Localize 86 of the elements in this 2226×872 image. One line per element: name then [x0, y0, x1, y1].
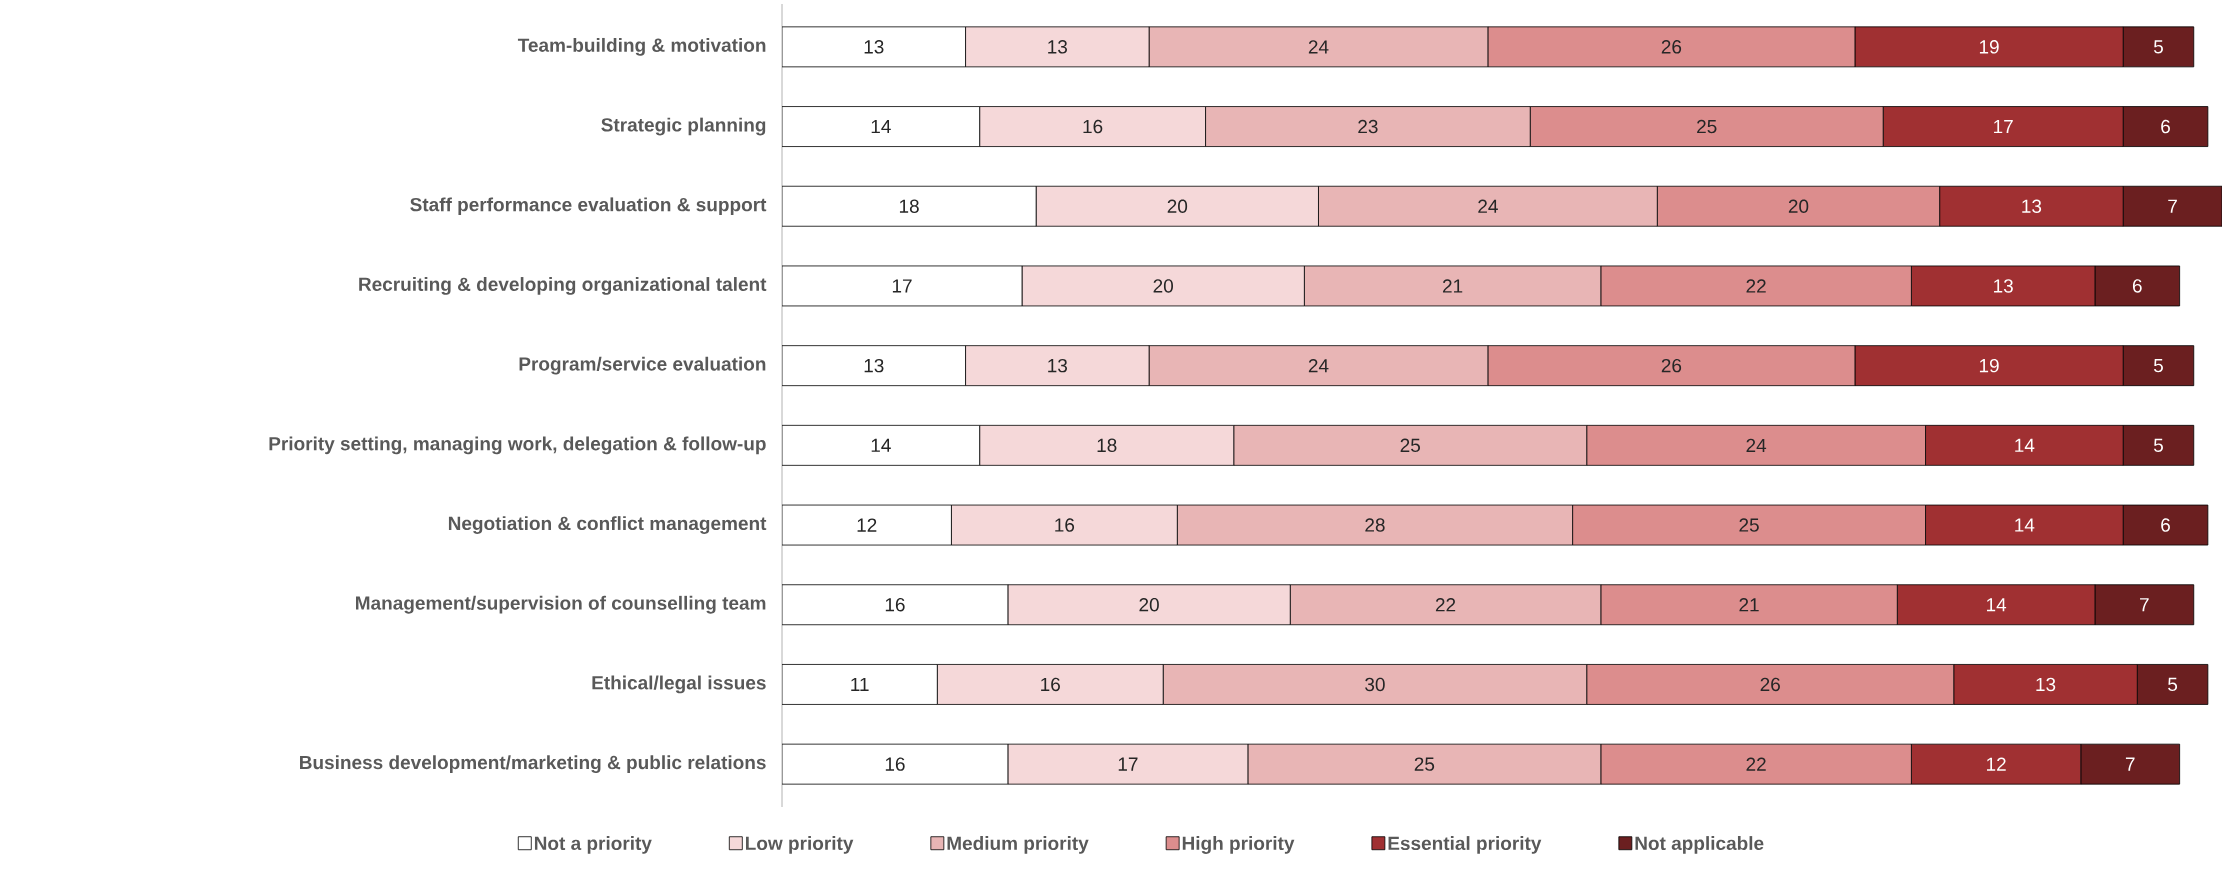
data-label: 24 [1308, 359, 1329, 373]
data-label: 16 [885, 598, 905, 612]
bar [2094, 265, 2181, 307]
data-label: 18 [899, 199, 919, 213]
data-label: 16 [885, 757, 905, 771]
data-label: 20 [1139, 598, 1159, 612]
data-label: 13 [864, 358, 884, 373]
data-label: 26 [1760, 677, 1780, 692]
bar [2094, 584, 2195, 626]
bar [2122, 345, 2195, 387]
legend-label: Low priority [745, 836, 854, 854]
legend-label: High priority [1182, 836, 1295, 854]
data-label: 25 [1697, 119, 1717, 134]
legend-label: Essential priority [1388, 836, 1542, 854]
legend-label: Not applicable [1635, 836, 1764, 854]
data-label: 25 [1400, 438, 1421, 453]
bar [2122, 504, 2209, 546]
data-label: 13 [1994, 279, 2013, 293]
data-label: 24 [1478, 199, 1498, 213]
y-tick-label: Priority setting, managing work, delegation & follow-up [269, 436, 766, 455]
y-tick-label: Ethical/legal issues [592, 675, 766, 694]
data-label: 14 [871, 438, 891, 452]
data-label: 18 [1097, 438, 1117, 453]
data-label: 13 [1048, 358, 1068, 373]
y-tick-label: Team-building & motivation [517, 37, 766, 56]
data-label: 30 [1365, 677, 1385, 692]
data-label: 26 [1661, 358, 1682, 373]
data-label: 6 [2132, 279, 2142, 293]
data-label: 19 [1979, 358, 1999, 373]
data-label: 20 [1167, 199, 1188, 213]
y-tick-label: Strategic planning [601, 117, 766, 136]
data-label: 14 [2015, 438, 2035, 452]
data-label: 13 [1048, 40, 1068, 54]
data-label: 16 [1083, 119, 1103, 134]
bar [2080, 743, 2181, 785]
data-label: 24 [1308, 40, 1329, 54]
y-tick-label: Business development/marketing & public relations [300, 755, 766, 774]
legend-label: Medium priority [947, 836, 1089, 854]
data-label: 20 [1153, 279, 1173, 293]
data-label: 14 [871, 120, 891, 134]
y-tick-label: Recruiting & developing organizational talent [359, 277, 767, 295]
bar [2122, 106, 2209, 147]
data-label: 6 [2161, 518, 2170, 532]
data-label: 5 [2153, 359, 2163, 373]
data-label: 13 [2036, 677, 2056, 692]
data-label: 13 [864, 40, 884, 54]
data-label: 24 [1746, 438, 1767, 452]
data-label: 12 [857, 518, 877, 532]
data-label: 5 [2168, 677, 2178, 692]
bar [2122, 26, 2195, 68]
data-label: 23 [1358, 119, 1378, 134]
data-label: 22 [1746, 757, 1766, 771]
data-label: 6 [2161, 119, 2170, 134]
data-label: 16 [1041, 677, 1060, 692]
data-label: 17 [1118, 757, 1138, 771]
bar [2136, 664, 2209, 705]
data-label: 21 [1442, 279, 1463, 293]
data-label: 5 [2153, 40, 2163, 54]
data-label: 28 [1365, 518, 1385, 532]
data-label: 25 [1414, 757, 1435, 771]
data-label: 11 [851, 677, 869, 691]
data-label: 20 [1788, 199, 1809, 213]
data-label: 12 [1986, 757, 2006, 771]
data-label: 13 [2022, 199, 2042, 213]
data-label: 17 [1994, 120, 2013, 134]
data-label: 22 [1435, 598, 1456, 612]
data-label: 14 [1986, 598, 2007, 612]
y-tick-label: Management/supervision of counselling team [356, 595, 766, 614]
data-label: 17 [892, 279, 912, 293]
data-label: 16 [1055, 518, 1075, 532]
data-label: 21 [1739, 598, 1759, 612]
data-label: 7 [2168, 199, 2177, 213]
y-tick-label: Staff performance evaluation & support [410, 197, 767, 216]
legend-label: Not a priority [534, 836, 652, 854]
y-tick-label: Negotiation & conflict management [448, 516, 767, 534]
data-label: 5 [2153, 438, 2163, 452]
data-label: 7 [2125, 757, 2135, 771]
data-label: 7 [2140, 598, 2149, 612]
y-tick-label: Program/service evaluation [519, 356, 766, 375]
data-label: 25 [1739, 518, 1759, 532]
data-label: 22 [1746, 279, 1766, 293]
bar [2122, 185, 2222, 227]
data-label: 26 [1661, 40, 1682, 54]
bar [2122, 424, 2195, 466]
data-label: 14 [2015, 518, 2035, 532]
data-label: 19 [1979, 40, 1999, 54]
